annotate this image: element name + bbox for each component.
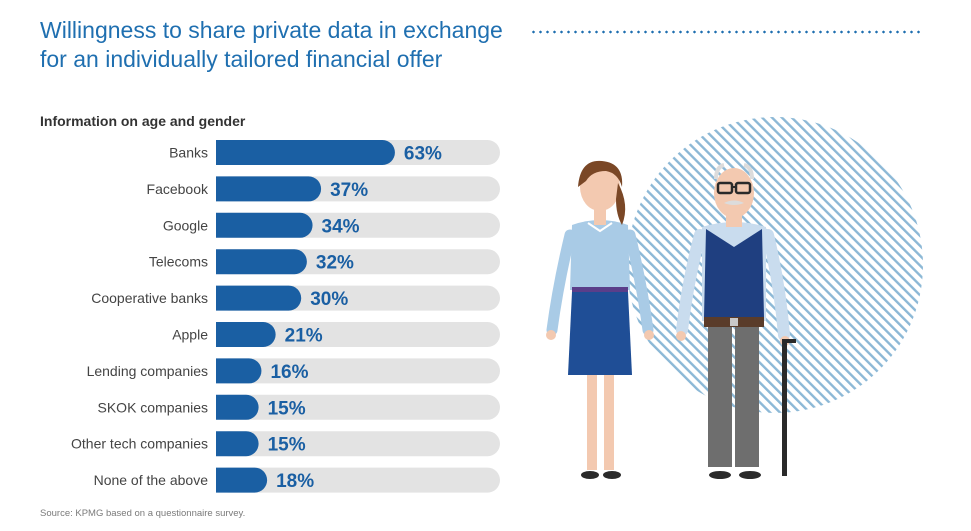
category-label: Google	[163, 217, 208, 233]
value-label: 15%	[268, 398, 306, 419]
bar	[216, 285, 302, 311]
bar-track	[216, 431, 500, 457]
bar	[216, 140, 395, 165]
category-label: Cooperative banks	[91, 290, 208, 306]
bar	[216, 322, 276, 347]
title-line-2: for an individually tailored financial o…	[40, 46, 443, 72]
category-label: Lending companies	[87, 363, 208, 379]
value-label: 37%	[330, 180, 368, 201]
bar	[216, 467, 268, 493]
category-label: Telecoms	[149, 254, 208, 270]
man-figure	[676, 163, 796, 479]
value-label: 30%	[310, 289, 348, 310]
bar	[216, 431, 259, 457]
value-label: 34%	[322, 216, 360, 237]
woman-figure	[546, 160, 654, 479]
chart-subtitle: Information on age and gender	[40, 113, 246, 129]
bar-track	[216, 358, 500, 384]
bar	[216, 212, 313, 238]
bar	[216, 249, 307, 275]
title-line-1: Willingness to share private data in exc…	[40, 17, 503, 43]
bar-chart: Banks 63% Facebook 37% Google 34% Telecoms 32% C…	[71, 140, 500, 493]
walking-cane	[782, 341, 787, 476]
title-dotted-rule	[530, 30, 920, 34]
bar-track	[216, 394, 500, 420]
bar	[216, 358, 262, 384]
chart-title: Willingness to share private data in exc…	[40, 16, 503, 74]
value-label: 32%	[316, 253, 354, 274]
value-label: 15%	[268, 435, 306, 456]
bar-track	[216, 467, 500, 493]
category-label: Facebook	[147, 181, 209, 197]
category-label: SKOK companies	[98, 399, 209, 415]
people-illustration	[546, 117, 923, 479]
bar	[216, 394, 259, 420]
bar	[216, 176, 322, 202]
category-label: Apple	[172, 327, 208, 343]
value-label: 63%	[404, 144, 442, 165]
bar-track	[216, 322, 500, 347]
value-label: 21%	[285, 326, 323, 347]
category-label: Banks	[169, 145, 208, 161]
value-label: 16%	[270, 362, 308, 383]
category-label: None of the above	[94, 472, 209, 488]
value-label: 18%	[276, 471, 314, 492]
category-label: Other tech companies	[71, 436, 208, 452]
source-note: Source: KPMG based on a questionnaire su…	[40, 508, 246, 519]
